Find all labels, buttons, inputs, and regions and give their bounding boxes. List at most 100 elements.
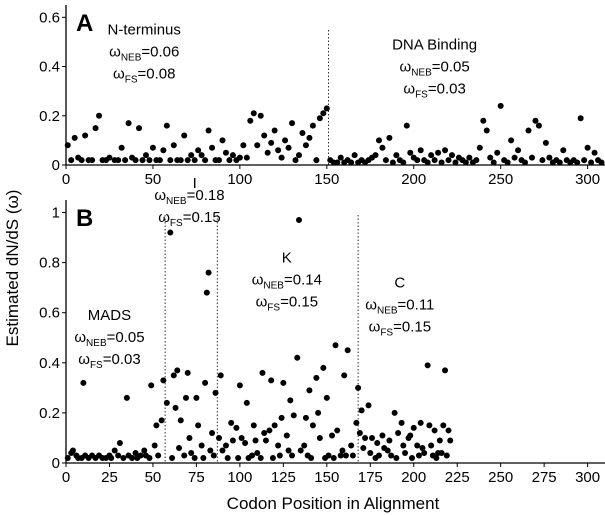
domain-title: N-terminus — [108, 22, 181, 39]
data-point — [219, 447, 226, 454]
data-point — [120, 454, 127, 461]
data-point — [431, 157, 438, 164]
data-point — [497, 102, 504, 109]
data-point — [153, 422, 160, 429]
data-point — [295, 152, 302, 159]
data-point — [379, 432, 386, 439]
data-point — [294, 354, 301, 361]
omega-neb-label: ωNEB=0.06 — [109, 44, 179, 64]
panel-label: B — [76, 205, 93, 232]
data-point — [581, 157, 588, 164]
data-point — [205, 269, 212, 276]
panel-a: 0 0.2 0.4 0.6 0 50 100 150 200 250 300 I A N-terminus… — [39, 5, 605, 192]
data-point — [184, 369, 191, 376]
data-point — [264, 149, 271, 156]
data-point — [139, 157, 146, 164]
data-point — [89, 157, 96, 164]
data-point — [132, 449, 139, 456]
omega-neb-label: ωNEB=0.11 — [365, 297, 434, 317]
data-point — [200, 454, 207, 461]
data-point — [487, 154, 494, 161]
data-point — [290, 412, 297, 419]
data-point — [334, 427, 341, 434]
data-point — [80, 379, 87, 386]
x-tick-label: 75 — [188, 469, 205, 486]
data-point — [440, 422, 447, 429]
data-point — [480, 117, 487, 124]
data-point — [282, 137, 289, 144]
data-point — [313, 157, 320, 164]
domain-title: K — [282, 250, 292, 267]
data-point — [367, 449, 374, 456]
data-point — [250, 422, 257, 429]
data-point — [442, 367, 449, 374]
data-point — [233, 424, 240, 431]
y-tick-label: 0.2 — [39, 405, 60, 422]
data-point — [438, 449, 445, 456]
data-point — [222, 149, 229, 156]
data-point — [271, 127, 278, 134]
data-point — [262, 437, 269, 444]
data-point — [320, 110, 327, 117]
data-point — [337, 452, 344, 459]
data-point — [438, 159, 445, 166]
data-point — [202, 157, 209, 164]
data-point — [176, 444, 183, 451]
data-point — [546, 154, 553, 161]
data-point — [598, 159, 605, 166]
data-point — [431, 427, 438, 434]
x-tick-label: 25 — [101, 469, 118, 486]
x-tick-label: 150 — [314, 469, 339, 486]
data-point — [356, 429, 363, 436]
domain-title: C — [394, 275, 405, 292]
data-point — [158, 417, 165, 424]
data-point — [69, 447, 76, 454]
data-point — [348, 442, 355, 449]
data-point — [299, 130, 306, 136]
data-point — [344, 347, 351, 354]
data-point — [177, 157, 184, 164]
data-point — [268, 377, 275, 384]
data-point — [259, 369, 266, 376]
data-point — [156, 157, 163, 164]
data-point — [275, 147, 282, 154]
data-point — [374, 439, 381, 446]
data-point — [403, 122, 410, 129]
x-tick-label: 100 — [227, 171, 252, 188]
data-point — [163, 399, 170, 406]
data-point — [462, 159, 469, 166]
data-point — [483, 127, 490, 134]
data-point — [302, 414, 309, 421]
data-point — [118, 144, 125, 151]
x-axis-label: Codon Position in Alignment — [227, 494, 440, 513]
data-point — [224, 454, 231, 461]
y-axis-label: Estimated dN/dS (ω) — [3, 190, 22, 347]
x-tick-label: 50 — [145, 171, 162, 188]
data-point — [330, 454, 337, 461]
data-point — [125, 120, 132, 127]
data-point — [490, 159, 497, 166]
data-point — [285, 144, 292, 151]
data-point — [129, 454, 136, 461]
data-point — [409, 454, 416, 461]
data-point — [257, 112, 264, 119]
data-point — [334, 159, 341, 166]
data-point — [181, 132, 188, 139]
omega-fs-label: ωFS=0.08 — [113, 66, 175, 86]
data-point — [342, 452, 349, 459]
data-point — [379, 144, 386, 151]
y-tick-label: 1 — [52, 205, 60, 222]
data-point — [174, 367, 181, 374]
data-point — [386, 134, 393, 141]
data-point — [142, 152, 149, 159]
data-point — [398, 419, 405, 426]
data-point — [146, 454, 153, 461]
data-point — [82, 132, 89, 139]
data-point — [515, 147, 522, 154]
omega-fs-label: ωFS=0.03 — [78, 351, 140, 371]
data-point — [407, 149, 414, 156]
data-point — [181, 452, 188, 459]
omega-neb-label: ωNEB=0.05 — [399, 58, 469, 78]
data-point — [203, 289, 210, 296]
